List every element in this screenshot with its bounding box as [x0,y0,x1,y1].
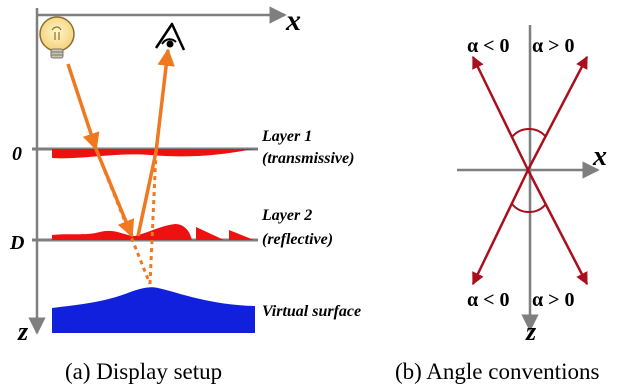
layer2-profile [52,224,192,240]
ray-bottom-right [526,169,589,286]
ray-bottom-left [471,169,530,286]
virtual-ray-up [148,151,158,285]
virtual-surface [52,287,255,333]
depth-zero-tick-label: 0 [12,143,22,165]
layer2-type-label: (reflective) [262,231,333,248]
caption-angle-conventions: (b) Angle conventions [395,359,599,384]
eye-icon [154,22,186,51]
virtual-surface-label: Virtual surface [262,303,361,320]
depth-d-tick-label: D [9,232,24,254]
angle-label-top-right: α > 0 [532,35,575,57]
incident-ray [66,63,100,151]
caption-display-setup: (a) Display setup [65,359,222,384]
layer2-label: Layer 2 [261,207,312,224]
refracted-ray [94,148,135,238]
reflected-ray [136,151,158,237]
light-bulb-icon [39,16,75,59]
angle-label-top-left: α < 0 [467,35,510,57]
z-axis-label-b: z [525,317,537,346]
layer2-sawtooth-b [229,230,254,240]
layer1-label: Layer 1 [261,128,312,145]
x-axis-label-b: x [592,141,607,172]
angle-label-bottom-left: α < 0 [467,289,510,311]
x-axis-label: x [285,4,301,37]
z-axis-label: z [17,317,29,346]
virtual-ray-down [94,148,152,285]
angle-arc-bottom [511,203,547,214]
exit-ray [154,48,175,153]
ray-top-left [471,55,530,171]
angle-label-bottom-right: α > 0 [532,289,575,311]
layer2-sawtooth-a [196,227,224,240]
layer1-type-label: (transmissive) [262,150,354,167]
panel-b-angle-conventions: x z α < 0 α > 0 α < 0 α > 0 (b) Angle co… [395,25,607,384]
panel-a-display-setup: x z 0 D Layer 1 (transmissive) Layer 2 (… [9,4,361,384]
angle-arc-top [511,127,547,138]
ray-top-right [526,55,589,171]
